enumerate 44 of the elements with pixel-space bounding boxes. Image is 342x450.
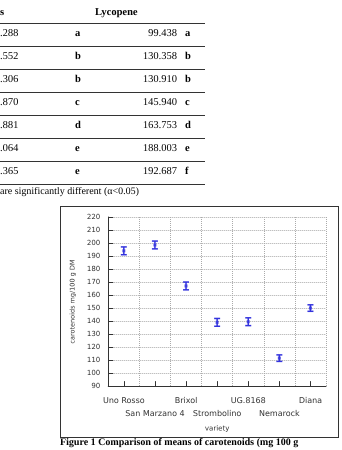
x-tick-label: Diana: [298, 396, 322, 406]
text: 188.003: [142, 143, 177, 154]
point: [246, 320, 250, 324]
text: 145.940: [142, 97, 177, 108]
text: e: [75, 166, 80, 177]
point: [122, 249, 126, 252]
text: 99.438: [148, 28, 177, 39]
text: d: [75, 120, 81, 131]
text: e: [75, 143, 80, 154]
text: b: [75, 74, 81, 85]
x-tick-label: Brixol: [174, 396, 198, 406]
text: 130.358: [142, 51, 177, 62]
text: .306: [0, 74, 18, 85]
x-tick-label: Uno Rosso: [102, 396, 145, 406]
text: b: [75, 51, 81, 62]
point: [216, 320, 219, 324]
text: c: [75, 97, 80, 108]
text: f: [185, 166, 188, 177]
text: s: [0, 7, 4, 18]
text: .365: [0, 166, 18, 177]
text: are significantly different (α<0.05): [0, 186, 139, 197]
x-tick-label: Nemarock: [259, 409, 300, 418]
point: [153, 243, 156, 246]
point: [184, 284, 188, 288]
text: .064: [0, 143, 18, 154]
x-tick-label: San Marzano 4: [125, 409, 185, 418]
text: d: [185, 120, 191, 131]
text: a: [185, 28, 190, 39]
text: 192.687: [142, 166, 177, 177]
text: .552: [0, 51, 18, 62]
text: .881: [0, 120, 18, 131]
caption: Figure 1 Comparison of means of carotenoids (mg 100 g: [60, 437, 298, 448]
text: b: [185, 51, 191, 62]
text: b: [185, 74, 191, 85]
text: .288: [0, 28, 18, 39]
text: a: [75, 28, 80, 39]
text: e: [185, 143, 190, 154]
text: Lycopene: [95, 7, 138, 18]
text: 163.753: [142, 120, 177, 131]
x-tick-label: UG.8168: [230, 396, 266, 406]
text: c: [185, 97, 190, 108]
text: .870: [0, 97, 18, 108]
x-tick-label: Strombolino: [192, 409, 242, 418]
text: 130.910: [142, 74, 177, 85]
